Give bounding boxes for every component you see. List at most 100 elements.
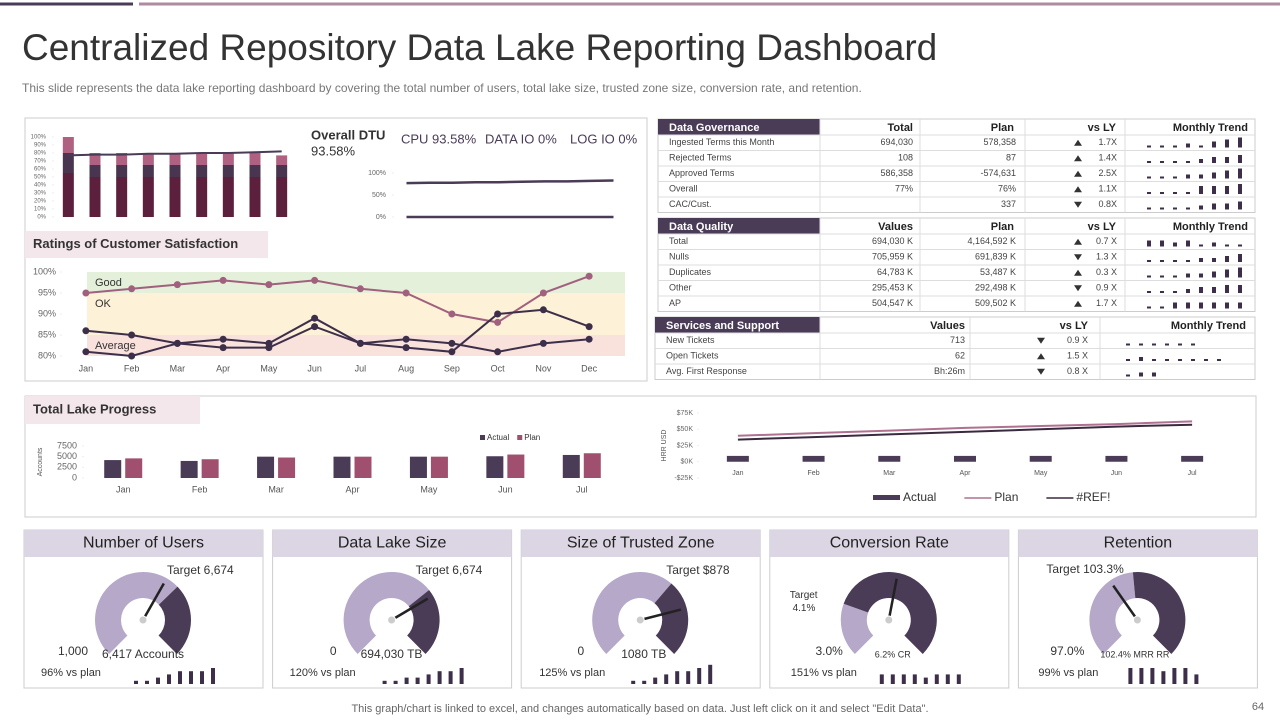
band-label: Average (95, 340, 136, 352)
footer: This graph/chart is linked to excel, and… (351, 703, 928, 715)
trend-bar (1173, 275, 1177, 278)
x-tick-label: Jun (307, 363, 322, 373)
x-tick-label: Jun (1111, 470, 1122, 477)
mini-bar (956, 674, 961, 684)
line (68, 150, 282, 157)
table-cell: 108 (898, 153, 913, 163)
bar (507, 454, 525, 478)
trend-bar (1165, 359, 1169, 361)
x-tick-label: Apr (345, 484, 359, 494)
legend-label: #REF! (1076, 490, 1110, 504)
gauge-min: 3.0% (815, 644, 843, 658)
point (494, 310, 502, 318)
arrow-up (1074, 238, 1082, 245)
mini-bar (459, 668, 464, 684)
point (356, 339, 364, 347)
bar (486, 456, 504, 478)
bar (169, 153, 181, 165)
bar (89, 165, 101, 177)
trend-bar (1147, 275, 1151, 278)
table-cell: 713 (950, 335, 965, 345)
table-header: Data Quality (669, 221, 734, 233)
trend-bar (1199, 174, 1203, 179)
bar (583, 453, 601, 478)
trend-bar (1212, 157, 1216, 163)
bar (169, 165, 181, 177)
point (448, 310, 456, 318)
trend-bar (1212, 203, 1216, 210)
trend-bar (1238, 285, 1242, 293)
trend-bar (1191, 359, 1195, 361)
table-cell: 0.7 X (1096, 236, 1117, 246)
trend-bar (1139, 343, 1143, 346)
table-cell: 0.8X (1098, 199, 1117, 209)
point (539, 306, 547, 314)
mini-bar (167, 674, 171, 684)
gauge-needle (1112, 584, 1139, 621)
trend-bar (1160, 145, 1164, 148)
y-tick-label: 2500 (57, 462, 77, 472)
gauge-target: Target 4.1% (790, 590, 818, 614)
y-tick-label: 40% (34, 183, 47, 189)
point (448, 339, 456, 347)
band (87, 272, 625, 293)
bar (430, 456, 448, 478)
mini-bar (1139, 668, 1144, 684)
bar (196, 177, 208, 217)
bar (62, 173, 74, 217)
gauge-rest (654, 583, 689, 654)
table-cell: 77% (895, 184, 913, 194)
chart-title: Ratings of Customer Satisfaction (33, 236, 238, 251)
point (448, 348, 456, 356)
x-tick-label: Nov (535, 363, 552, 373)
trend-bar (1147, 240, 1151, 247)
point (402, 344, 410, 352)
trend-bar (1238, 267, 1242, 278)
y-tick-label: 70% (34, 159, 47, 165)
bar (62, 153, 74, 173)
table-header-cell (658, 218, 820, 234)
table-cell: 87 (1006, 153, 1016, 163)
trend-bar (1191, 343, 1195, 346)
legend-label: Actual (903, 490, 936, 504)
arrow-down (1074, 201, 1082, 208)
y-tick-label: $0K (681, 459, 694, 466)
card-title: Size of Trusted Zone (567, 535, 715, 552)
trend-bar (1225, 256, 1229, 262)
bar (104, 460, 122, 478)
bar (222, 153, 234, 165)
mini-bar (437, 671, 442, 684)
table-cell: 62 (955, 351, 965, 361)
mini-bar (945, 674, 950, 684)
trend-bar (1147, 176, 1151, 179)
mini-bar (404, 677, 409, 684)
table-header: vs LY (1088, 122, 1117, 134)
table-header: Total (888, 122, 913, 134)
trend-bar (1186, 207, 1190, 210)
trend-bar (1173, 291, 1177, 293)
table-cell: -574,631 (980, 168, 1016, 178)
arrow-down (1037, 337, 1045, 344)
gauge-note: 99% vs plan (1038, 667, 1098, 679)
gauge-min: 1,000 (58, 644, 88, 658)
table-cell: 292,498 K (975, 283, 1016, 293)
legend-swatch (480, 435, 485, 440)
trend-bar (1147, 291, 1151, 293)
y-tick-label: 90% (38, 308, 56, 318)
point (82, 348, 90, 356)
mini-bar (189, 671, 193, 684)
point (128, 331, 136, 339)
x-tick-label: Sep (444, 363, 460, 373)
table-header: Monthly Trend (1173, 221, 1248, 233)
mini-bar (382, 680, 387, 684)
trend-bar (1173, 161, 1177, 163)
bar (276, 165, 288, 177)
trend-bar (1199, 273, 1203, 278)
table-cell: 1.3 X (1096, 252, 1117, 262)
x-tick-label: Jan (79, 363, 94, 373)
arrow-down (1037, 368, 1045, 375)
trend-bar (1160, 161, 1164, 163)
table-cell: 509,502 K (975, 298, 1016, 308)
chart-title: Total Lake Progress (33, 401, 156, 416)
gauge-note: 125% vs plan (539, 667, 605, 679)
